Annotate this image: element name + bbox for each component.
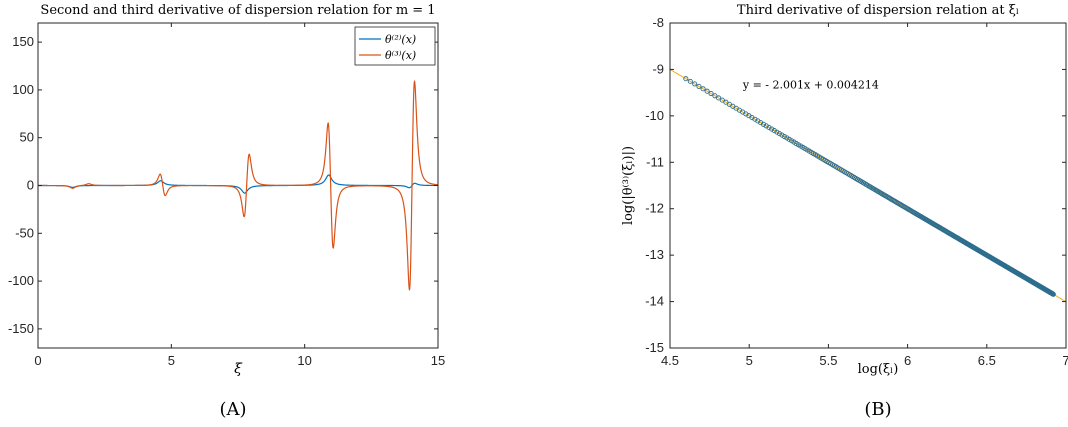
chart-a: 0 5 10 15 150 100 50 0 -50 -100 -150 Second and thi… — [8, 3, 445, 420]
x-tick-label-b: 6 — [904, 353, 911, 368]
legend-label: θ⁽²⁾(x) — [385, 33, 416, 46]
chart-b-ylabel: log(|θ⁽³⁾(ξₗ)|) — [621, 146, 636, 225]
data-point — [1050, 291, 1056, 297]
data-point — [766, 124, 772, 131]
x-tick-label-b: 6.5 — [978, 353, 996, 368]
x-tick-label-a: 5 — [168, 353, 175, 368]
x-tick-label-a: 10 — [297, 353, 311, 368]
y-tick-label-b: -8 — [652, 15, 664, 30]
chart-b: 4.5 5 5.5 6 6.5 7 -8 -9 -10 -11 -12 -13 -14 -15 Third … — [621, 3, 1068, 420]
legend-a — [354, 26, 436, 66]
data-point — [719, 97, 725, 103]
y-tick-label-a: -100 — [8, 273, 34, 288]
series-line-theta3 — [38, 80, 438, 292]
data-point — [774, 129, 780, 135]
data-point — [696, 83, 702, 89]
data-point — [683, 76, 689, 82]
y-tick-label-b: -15 — [645, 340, 664, 355]
chart-b-xlabel: log(ξₗ) — [858, 362, 899, 377]
data-point — [687, 78, 693, 84]
data-point — [776, 131, 782, 137]
y-tick-label-b: -11 — [646, 154, 664, 169]
x-tick-label-a: 15 — [431, 353, 445, 368]
data-point — [712, 93, 718, 99]
y-tick-label-a: -150 — [8, 321, 34, 336]
scatter-points — [683, 76, 1056, 297]
chart-b-title: Third derivative of dispersion relation … — [737, 3, 1019, 18]
chart-a-xlabel: ξ — [234, 361, 243, 377]
x-tick-label-b: 5 — [746, 353, 753, 368]
data-point — [700, 86, 706, 92]
data-point — [779, 132, 785, 138]
y-tick-label-a: -50 — [15, 225, 34, 240]
y-tick-label-a: 0 — [27, 178, 34, 193]
caption-b: (B) — [864, 399, 891, 420]
axes-box-b — [669, 22, 1067, 349]
y-tick-label-a: 150 — [12, 34, 34, 49]
x-tick-label-b: 7 — [1062, 353, 1068, 368]
data-point — [769, 126, 775, 132]
caption-a: (A) — [219, 399, 246, 420]
y-tick-label-b: -12 — [645, 201, 664, 216]
x-tick-label-b: 4.5 — [661, 353, 679, 368]
x-tick-label-b: 5.5 — [819, 353, 837, 368]
data-point — [708, 90, 714, 97]
legend-label: θ⁽³⁾(x) — [385, 49, 416, 62]
y-tick-label-b: -13 — [645, 247, 664, 262]
y-tick-label-a: 100 — [12, 82, 34, 97]
data-point — [704, 88, 710, 94]
data-point — [716, 95, 722, 101]
y-tick-label-a: 50 — [20, 130, 34, 145]
data-point — [771, 128, 777, 134]
y-tick-label-b: -10 — [645, 108, 664, 123]
y-tick-label-b: -14 — [645, 294, 664, 309]
data-point — [692, 81, 698, 87]
y-tick-label-b: -9 — [652, 61, 664, 76]
plot-area-a — [38, 80, 438, 292]
x-tick-label-a: 0 — [34, 353, 41, 368]
chart-a-title: Second and third derivative of dispersio… — [40, 3, 435, 18]
fit-annotation: y = - 2.001x + 0.004214 — [742, 79, 879, 92]
